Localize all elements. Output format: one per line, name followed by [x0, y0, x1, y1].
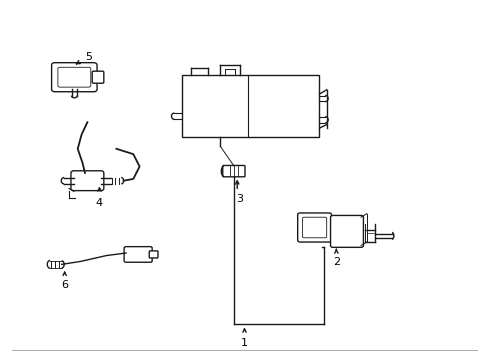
FancyBboxPatch shape: [52, 63, 97, 92]
FancyBboxPatch shape: [297, 213, 331, 242]
Text: 5: 5: [85, 51, 92, 62]
FancyBboxPatch shape: [149, 251, 158, 258]
FancyBboxPatch shape: [92, 71, 103, 83]
FancyBboxPatch shape: [124, 247, 152, 262]
Text: 4: 4: [96, 198, 103, 208]
FancyBboxPatch shape: [302, 217, 326, 238]
Text: 1: 1: [241, 338, 247, 348]
FancyBboxPatch shape: [223, 166, 244, 177]
Bar: [181, 76, 319, 138]
FancyBboxPatch shape: [71, 171, 103, 191]
FancyBboxPatch shape: [58, 67, 91, 87]
Text: 6: 6: [61, 280, 68, 289]
Text: 2: 2: [332, 257, 339, 267]
Text: 3: 3: [236, 194, 243, 204]
FancyBboxPatch shape: [330, 215, 363, 247]
